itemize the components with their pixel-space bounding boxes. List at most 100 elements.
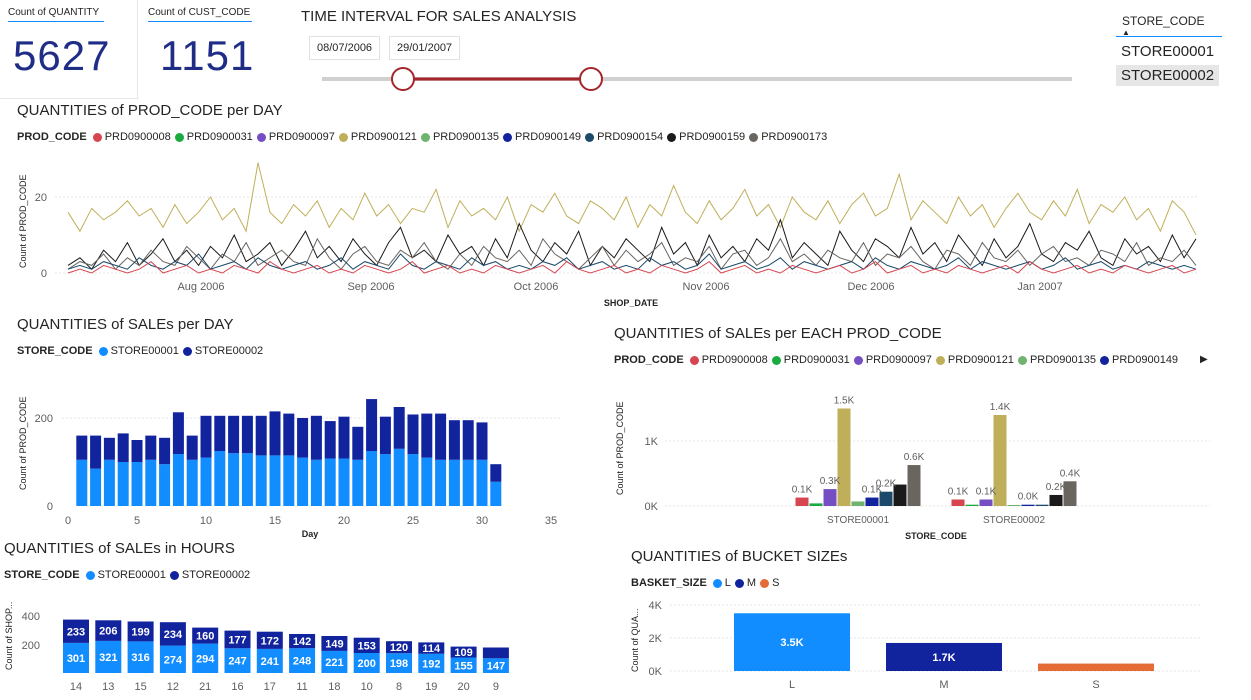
bar-store00001[interactable] [172,454,184,506]
bar-store00002[interactable] [214,415,226,451]
bar-store00002[interactable] [95,620,122,641]
legend-item[interactable]: STORE00001 [85,569,166,581]
bar-store00002[interactable] [353,637,380,653]
bar-store00001[interactable] [95,640,122,673]
bar-store00001[interactable] [192,643,219,673]
bar-store00002[interactable] [297,418,309,458]
line-series-PRD0900121[interactable] [67,162,1197,236]
bar-store00001[interactable] [297,457,309,506]
bar-store00002[interactable] [63,619,89,643]
legend-item[interactable]: M [734,577,756,589]
bar-store00002[interactable] [159,622,186,646]
bar-PRD0900031[interactable] [809,503,823,506]
bar-store00001[interactable] [490,481,502,506]
bar-store00002[interactable] [283,413,295,456]
bar-store00001[interactable] [127,641,154,673]
bar-PRD0900135[interactable] [851,501,865,506]
bar-store00002[interactable] [448,420,460,460]
bar-store00001[interactable] [228,453,240,506]
legend-item[interactable]: PRD0900031 [771,354,850,366]
bar-store00002[interactable] [228,415,240,454]
bar-store00002[interactable] [241,415,253,454]
slider-start-handle[interactable] [391,67,415,91]
bar-store00001[interactable] [90,468,102,506]
bar-store00001[interactable] [214,451,226,506]
bar-store00002[interactable] [450,646,477,658]
bar-PRD0900149[interactable] [1021,504,1035,506]
bar-store00002[interactable] [393,407,405,449]
sort-caret-icon[interactable]: ▲ [1122,28,1130,37]
bar-store00001[interactable] [200,457,212,506]
bar-store00001[interactable] [435,459,447,506]
bar-store00001[interactable] [450,657,477,674]
bar-PRD0900121[interactable] [993,415,1007,506]
bar-store00001[interactable] [421,457,433,506]
bar-PRD0900149[interactable] [865,497,879,506]
bar-store00001[interactable] [159,464,171,506]
bar-store00002[interactable] [200,415,212,458]
legend-item[interactable]: PRD0900031 [174,131,253,143]
bar-store00002[interactable] [131,440,143,462]
bar-store00002[interactable] [256,631,283,649]
end-date-input[interactable]: 29/01/2007 [389,36,461,60]
sales-per-prod-chart[interactable]: Count of PROD_CODE 1K 0K STORE00001 STOR… [600,375,1220,545]
bar-store00002[interactable] [352,426,364,460]
store-slicer-item[interactable]: STORE00001 [1121,43,1215,60]
bar-PRD0900031[interactable] [965,504,979,506]
bar-store00001[interactable] [269,455,281,506]
bar-store00002[interactable] [462,420,474,460]
bar-store00001[interactable] [103,459,115,506]
bar-store00001[interactable] [462,459,474,506]
bar-PRD0900159[interactable] [893,484,907,506]
bar-store00002[interactable] [90,435,102,469]
start-date-input[interactable]: 08/07/2006 [309,36,381,60]
legend-item[interactable]: S [760,577,779,589]
bar-store00001[interactable] [448,459,460,506]
bar-store00002[interactable] [338,416,350,459]
bar-store00001[interactable] [145,459,157,506]
bar-store00002[interactable] [366,399,378,451]
store-slicer-item-selected[interactable]: STORE00002 [1116,65,1220,86]
legend-item[interactable]: PRD0900159 [667,131,745,143]
bar-store00001[interactable] [352,459,364,506]
bar-store00002[interactable] [76,435,88,460]
kpi-card-customers[interactable]: Count of CUST_CODE 1151 [142,0,262,98]
line-series-PRD0900159[interactable] [67,218,1197,270]
legend-item[interactable]: PRD0900008 [689,354,768,366]
bar-store00002[interactable] [321,636,348,651]
bar-L[interactable] [734,613,850,671]
bar-PRD0900173[interactable] [907,465,921,506]
line-series-PRD0900008[interactable] [67,260,1197,274]
bar-store00002[interactable] [145,435,157,460]
sales-per-day-chart[interactable]: Count of PROD_CODE 200 0 Day 0 5 10 15 20 25 3… [0,360,590,545]
bar-store00001[interactable] [418,653,445,673]
bar-store00002[interactable] [324,421,336,459]
bar-PRD0900154[interactable] [879,491,893,506]
legend-item[interactable]: PRD0900008 [92,131,171,143]
legend-item[interactable]: PRD0900149 [503,131,581,143]
bar-store00001[interactable] [186,459,198,506]
bar-store00002[interactable] [289,634,316,649]
bar-store00002[interactable] [482,647,509,659]
bar-store00001[interactable] [321,650,348,673]
legend-item[interactable]: PRD0900154 [585,131,663,143]
bar-store00001[interactable] [224,648,251,673]
bar-store00001[interactable] [476,459,488,506]
bar-store00002[interactable] [192,627,219,644]
bar-store00002[interactable] [172,412,184,455]
bar-store00002[interactable] [386,641,412,654]
bar-store00002[interactable] [490,464,502,482]
bar-store00002[interactable] [224,630,251,649]
sales-in-hours-chart[interactable]: Count of SHOP... 400 200 301 233 14 321 206 1… [0,585,590,700]
legend-item[interactable]: PRD0900097 [256,131,335,143]
bar-PRD0900173[interactable] [1063,481,1077,506]
bar-store00001[interactable] [159,645,186,673]
bar-store00002[interactable] [310,415,322,460]
bar-store00001[interactable] [117,462,129,506]
bar-store00002[interactable] [418,642,445,654]
bar-store00002[interactable] [269,411,281,456]
bar-store00002[interactable] [421,413,433,458]
bar-store00001[interactable] [255,455,267,506]
bar-store00001[interactable] [393,448,405,506]
bar-PRD0900159[interactable] [1049,494,1063,506]
